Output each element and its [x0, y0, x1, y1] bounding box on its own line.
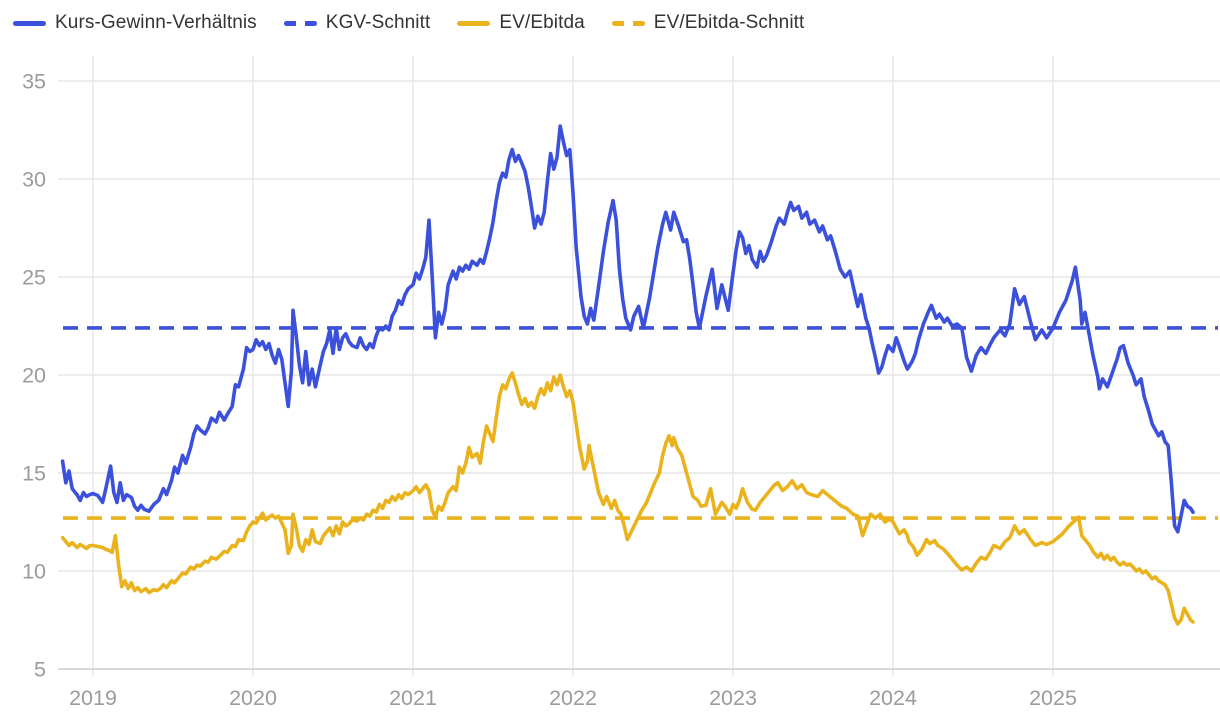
y-tick-label: 20	[22, 364, 46, 388]
legend-item-ev-ebitda[interactable]: EV/Ebitda	[457, 12, 585, 34]
x-tick-label: 2023	[709, 686, 757, 710]
x-tick-label: 2025	[1029, 686, 1077, 710]
x-tick-label: 2021	[389, 686, 437, 710]
chart-legend: Kurs-Gewinn-Verhältnis KGV-Schnitt EV/Eb…	[13, 12, 804, 34]
y-tick-label: 25	[22, 266, 46, 290]
y-tick-label: 15	[22, 462, 46, 486]
x-tick-label: 2019	[69, 686, 117, 710]
series-line-ev-ebitda	[60, 371, 1195, 626]
kgv-line-swatch-icon	[13, 20, 46, 26]
legend-item-ev-ebitda-schnitt[interactable]: EV/Ebitda-Schnitt	[611, 12, 805, 34]
ev-ebitda-schnitt-dash-swatch-icon	[611, 20, 645, 26]
y-tick-label: 30	[22, 168, 46, 192]
x-tick-label: 2022	[549, 686, 597, 710]
legend-item-kgv[interactable]: Kurs-Gewinn-Verhältnis	[13, 12, 257, 34]
y-tick-label: 10	[22, 560, 46, 584]
legend-item-kgv-schnitt[interactable]: KGV-Schnitt	[283, 12, 431, 34]
legend-label: KGV-Schnitt	[325, 12, 431, 33]
y-tick-label: 35	[22, 70, 46, 94]
series-line-kurs-gewinn-verh-ltnis	[60, 124, 1195, 534]
legend-label: Kurs-Gewinn-Verhältnis	[55, 12, 257, 33]
legend-label: EV/Ebitda-Schnitt	[653, 12, 805, 33]
x-tick-label: 2024	[869, 686, 917, 710]
y-tick-label: 5	[34, 658, 46, 682]
x-tick-label: 2020	[229, 686, 277, 710]
legend-label: EV/Ebitda	[499, 12, 585, 33]
ev-ebitda-line-swatch-icon	[457, 20, 491, 26]
kgv-schnitt-dash-swatch-icon	[283, 20, 317, 26]
